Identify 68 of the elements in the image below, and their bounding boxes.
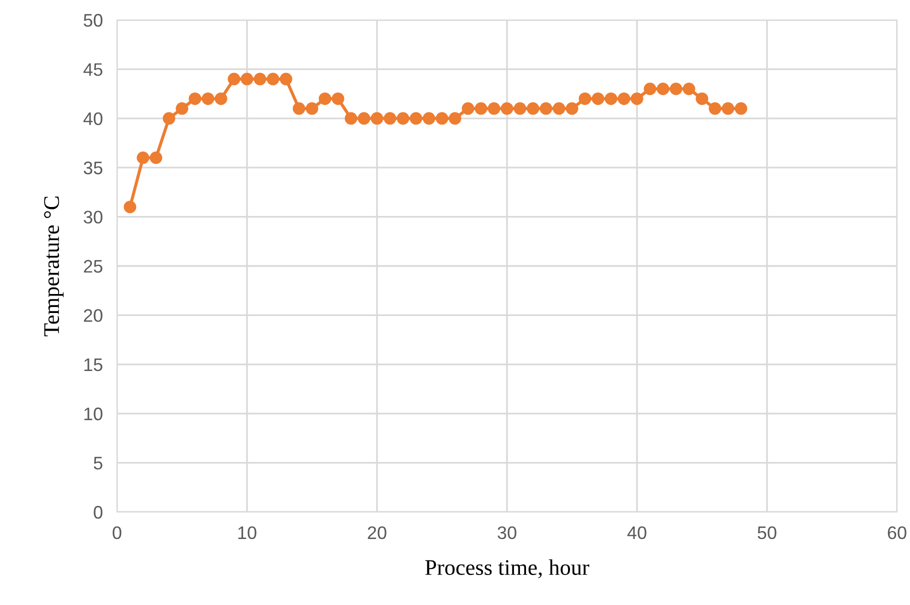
y-tick-label: 25	[84, 260, 102, 273]
point	[630, 92, 644, 105]
y-tick-label: 10	[84, 408, 102, 420]
point	[396, 112, 410, 125]
point	[526, 102, 540, 115]
x-tick-label: 20	[368, 526, 386, 540]
point	[540, 102, 552, 115]
point	[410, 112, 422, 125]
point	[240, 72, 254, 86]
point	[734, 102, 748, 115]
point	[566, 102, 578, 115]
y-tick-label: 35	[84, 162, 102, 174]
point	[150, 152, 162, 164]
y-tick-label: 20	[84, 309, 102, 322]
y-tick-label: 30	[84, 210, 102, 224]
point	[214, 92, 228, 105]
point	[670, 82, 682, 96]
point	[176, 102, 188, 115]
point	[306, 102, 318, 115]
y-tick-label: 15	[84, 358, 102, 372]
point	[436, 112, 448, 125]
x-tick-label: 30	[498, 526, 516, 540]
point	[618, 92, 630, 105]
point	[422, 112, 436, 125]
y-tick-label: 50	[84, 14, 102, 27]
point	[188, 92, 202, 105]
point	[228, 72, 240, 86]
point	[266, 72, 280, 86]
point	[318, 92, 332, 105]
point	[722, 102, 734, 115]
point	[656, 82, 670, 96]
x-axis-title: Process time, hour	[425, 559, 590, 578]
x-tick-label: 50	[758, 526, 776, 540]
point	[448, 112, 462, 125]
point	[462, 102, 474, 115]
point	[384, 112, 396, 125]
y-tick-label: 45	[83, 63, 102, 76]
x-tick-label: 60	[888, 526, 906, 540]
point	[500, 102, 514, 115]
point	[292, 102, 306, 115]
y-axis-title: Temperature °C	[44, 196, 64, 336]
x-tick-label: 40	[627, 526, 646, 540]
point	[474, 102, 488, 115]
point	[578, 92, 592, 105]
y-tick-label: 5	[94, 456, 102, 470]
point	[280, 72, 292, 86]
point	[202, 92, 214, 105]
point	[358, 112, 370, 125]
y-tick-label: 0	[94, 506, 102, 519]
point	[136, 152, 150, 164]
point	[682, 82, 696, 96]
point	[344, 112, 358, 125]
point	[604, 92, 618, 105]
y-tick-label: 40	[83, 112, 102, 126]
point	[514, 102, 526, 115]
point	[332, 92, 344, 105]
point	[162, 112, 176, 125]
point	[370, 112, 384, 125]
point	[124, 200, 136, 214]
x-tick-label: 0	[112, 526, 122, 540]
point	[696, 92, 708, 105]
point	[254, 72, 266, 86]
point	[488, 102, 500, 115]
point	[644, 82, 656, 96]
x-tick-label: 10	[238, 526, 256, 540]
point	[552, 102, 566, 115]
point	[708, 102, 722, 115]
point	[592, 92, 604, 105]
